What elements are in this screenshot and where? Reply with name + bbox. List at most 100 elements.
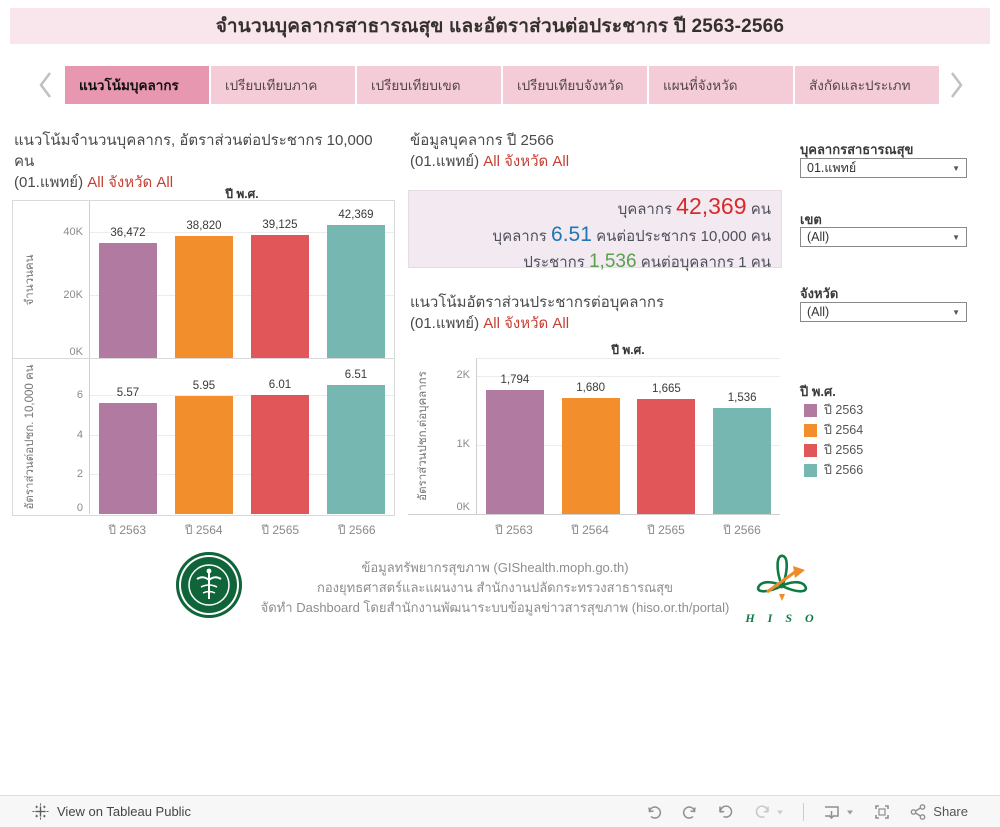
bar-ratio-per-10000-population-ปี 2565[interactable] xyxy=(251,394,309,514)
bar-population-per-personnel-trend-ปี 2563[interactable] xyxy=(485,390,544,514)
revert-icon xyxy=(719,804,733,818)
footer-line-org: กองยุทธศาสตร์และแผนงาน สำนักงานปลัดกระทร… xyxy=(317,580,673,595)
plot-area: 5.57 5.95 6.01 6.51 xyxy=(89,359,394,514)
bar-value-label: 39,125 xyxy=(262,219,298,232)
filter-label-personnel: บุคลากรสาธารณสุข xyxy=(800,142,914,157)
mid-chart-subtitle-filter: All จังหวัด All xyxy=(483,315,570,332)
y-tick-label: 1K xyxy=(456,438,470,451)
stat-line-ratio: บุคลากร 6.51 คนต่อประชากร 10,000 คน xyxy=(419,222,771,249)
bar-ratio-per-10000-population-ปี 2564[interactable] xyxy=(175,395,233,514)
y-tick-label: 40K xyxy=(63,226,83,239)
left-chart-subtitle-prefix: (01.แพทย์) xyxy=(14,174,84,191)
chart-pane-population-ratio: อัตราส่วนปชก.ต่อบุคลากร 0K 1K 2K 1,794 1,68… xyxy=(408,358,780,514)
share-button[interactable]: Share xyxy=(909,803,968,821)
redo-button[interactable] xyxy=(681,803,699,821)
legend-item[interactable]: ปี 2565 xyxy=(804,440,863,460)
tableau-toolbar: View on Tableau Public xyxy=(0,795,1000,827)
gridline xyxy=(90,394,394,396)
bar-value-label: 6.01 xyxy=(268,378,292,391)
dropdown-value: 01.แพทย์ xyxy=(807,161,857,175)
bar-value-label: 1,794 xyxy=(500,374,530,387)
chevron-down-icon xyxy=(847,810,854,814)
stat-prefix: บุคลากร xyxy=(492,228,547,245)
footer-line-source: ข้อมูลทรัพยากรสุขภาพ (GIShealth.moph.go.… xyxy=(361,560,629,575)
legend-item[interactable]: ปี 2563 xyxy=(804,400,863,420)
fullscreen-icon xyxy=(875,804,890,819)
tab-4[interactable]: เปรียบเทียบจังหวัด xyxy=(503,66,647,104)
left-bar-chart: จำนวนคน 0K 20K 40K 36,472 38,820 39,125 42,36… xyxy=(12,200,395,516)
stat-line-population: ประชากร 1,536 คนต่อบุคลากร 1 คน xyxy=(419,249,771,275)
left-chart-subtitle-filter: All จังหวัด All xyxy=(87,174,174,191)
bar-value-label: 1,665 xyxy=(651,383,681,396)
bar-personnel-count-trend-ปี 2563[interactable] xyxy=(99,243,157,358)
hiso-wordmark: H I S O xyxy=(745,611,819,625)
bar-personnel-count-trend-ปี 2565[interactable] xyxy=(251,235,309,358)
share-label: Share xyxy=(933,804,968,819)
chevron-right-icon xyxy=(951,72,963,98)
undo-button[interactable] xyxy=(645,803,663,821)
y-tick-label: 0K xyxy=(456,501,470,513)
legend-swatch xyxy=(804,463,817,477)
bar-value-label: 1,536 xyxy=(727,392,757,405)
tab-3[interactable]: เปรียบเทียบเขต xyxy=(357,66,501,104)
fullscreen-button[interactable] xyxy=(873,803,891,821)
stat-value-personnel: 42,369 xyxy=(676,193,747,219)
tab-2[interactable]: เปรียบเทียบภาค xyxy=(211,66,355,104)
view-on-tableau-public-link[interactable]: View on Tableau Public xyxy=(32,803,191,820)
tab-scroll-left-button[interactable] xyxy=(34,68,58,102)
tab-strip: แนวโน้มบุคลากร เปรียบเทียบภาค เปรียบเทียบเ… xyxy=(65,66,939,104)
revert-button[interactable] xyxy=(717,803,735,821)
bar-value-label: 38,820 xyxy=(186,220,222,233)
tab-scroll-right-button[interactable] xyxy=(944,68,968,102)
bar-ratio-per-10000-population-ปี 2566[interactable] xyxy=(327,384,385,514)
bar-population-per-personnel-trend-ปี 2566[interactable] xyxy=(713,408,772,514)
left-chart-x-axis-header: ปี พ.ศ. xyxy=(225,187,259,201)
tab-1[interactable]: แนวโน้มบุคลากร xyxy=(65,66,209,104)
region-filter-dropdown[interactable]: (All) ▼ xyxy=(800,227,967,247)
gridline xyxy=(477,445,780,447)
info-subtitle-prefix: (01.แพทย์) xyxy=(410,153,480,170)
toolbar-actions: Share xyxy=(645,802,968,821)
dropdown-value: (All) xyxy=(807,230,830,244)
year-color-legend: ปี 2563 ปี 2564 ปี 2565 ปี 2566 xyxy=(804,400,863,480)
bar-population-per-personnel-trend-ปี 2564[interactable] xyxy=(561,398,620,514)
province-filter-dropdown[interactable]: (All) ▼ xyxy=(800,302,967,322)
tableau-logo-icon xyxy=(32,803,49,820)
chevron-down-icon: ▼ xyxy=(952,307,960,317)
y-axis-title: อัตราส่วนต่อปชก. 10,000 คน xyxy=(24,363,36,510)
personnel-filter-dropdown[interactable]: 01.แพทย์ ▼ xyxy=(800,158,967,178)
moph-logo xyxy=(176,552,242,618)
redo-icon xyxy=(683,805,697,819)
y-tick-label: 2K xyxy=(456,369,470,382)
y-axis-ticks: 0K 1K 2K xyxy=(438,358,476,514)
x-tick-label: ปี 2563 xyxy=(108,523,147,537)
legend-label: ปี 2565 xyxy=(824,443,864,457)
tab-5[interactable]: แผนที่จังหวัด xyxy=(649,66,793,104)
bar-ratio-per-10000-population-ปี 2563[interactable] xyxy=(99,403,157,514)
gridline xyxy=(477,376,780,378)
caduceus-icon xyxy=(188,564,230,606)
bar-personnel-count-trend-ปี 2564[interactable] xyxy=(175,236,233,358)
refresh-icon xyxy=(756,804,770,818)
page-title: จำนวนบุคลากรสาธารณสุข และอัตราส่วนต่อประ… xyxy=(215,16,785,37)
refresh-button[interactable] xyxy=(753,803,785,821)
bar-population-per-personnel-trend-ปี 2565[interactable] xyxy=(637,399,696,514)
stat-prefix: บุคลากร xyxy=(617,201,672,218)
tab-6[interactable]: สังกัดและประเภท xyxy=(795,66,939,104)
legend-title: ปี พ.ศ. xyxy=(800,384,836,399)
download-button[interactable] xyxy=(822,803,855,821)
legend-item[interactable]: ปี 2566 xyxy=(804,460,863,480)
x-tick-label: ปี 2565 xyxy=(647,523,685,537)
bar-value-label: 5.95 xyxy=(192,379,216,392)
y-axis-title: อัตราส่วนปชก.ต่อบุคลากร xyxy=(417,371,429,501)
personnel-stats-panel: บุคลากร 42,369 คน บุคลากร 6.51 คนต่อประช… xyxy=(408,190,782,272)
mid-bar-chart: อัตราส่วนปชก.ต่อบุคลากร 0K 1K 2K 1,794 1,68… xyxy=(408,358,780,515)
mid-chart-x-labels: ปี 2563 ปี 2564 ปี 2565 ปี 2566 xyxy=(476,521,780,540)
bar-personnel-count-trend-ปี 2566[interactable] xyxy=(327,224,385,358)
chevron-left-icon xyxy=(39,72,51,98)
bar-value-label: 6.51 xyxy=(344,368,368,381)
legend-item[interactable]: ปี 2564 xyxy=(804,420,863,440)
footer-credits: ข้อมูลทรัพยากรสุขภาพ (GIShealth.moph.go.… xyxy=(250,558,740,618)
chevron-down-icon xyxy=(777,810,784,814)
